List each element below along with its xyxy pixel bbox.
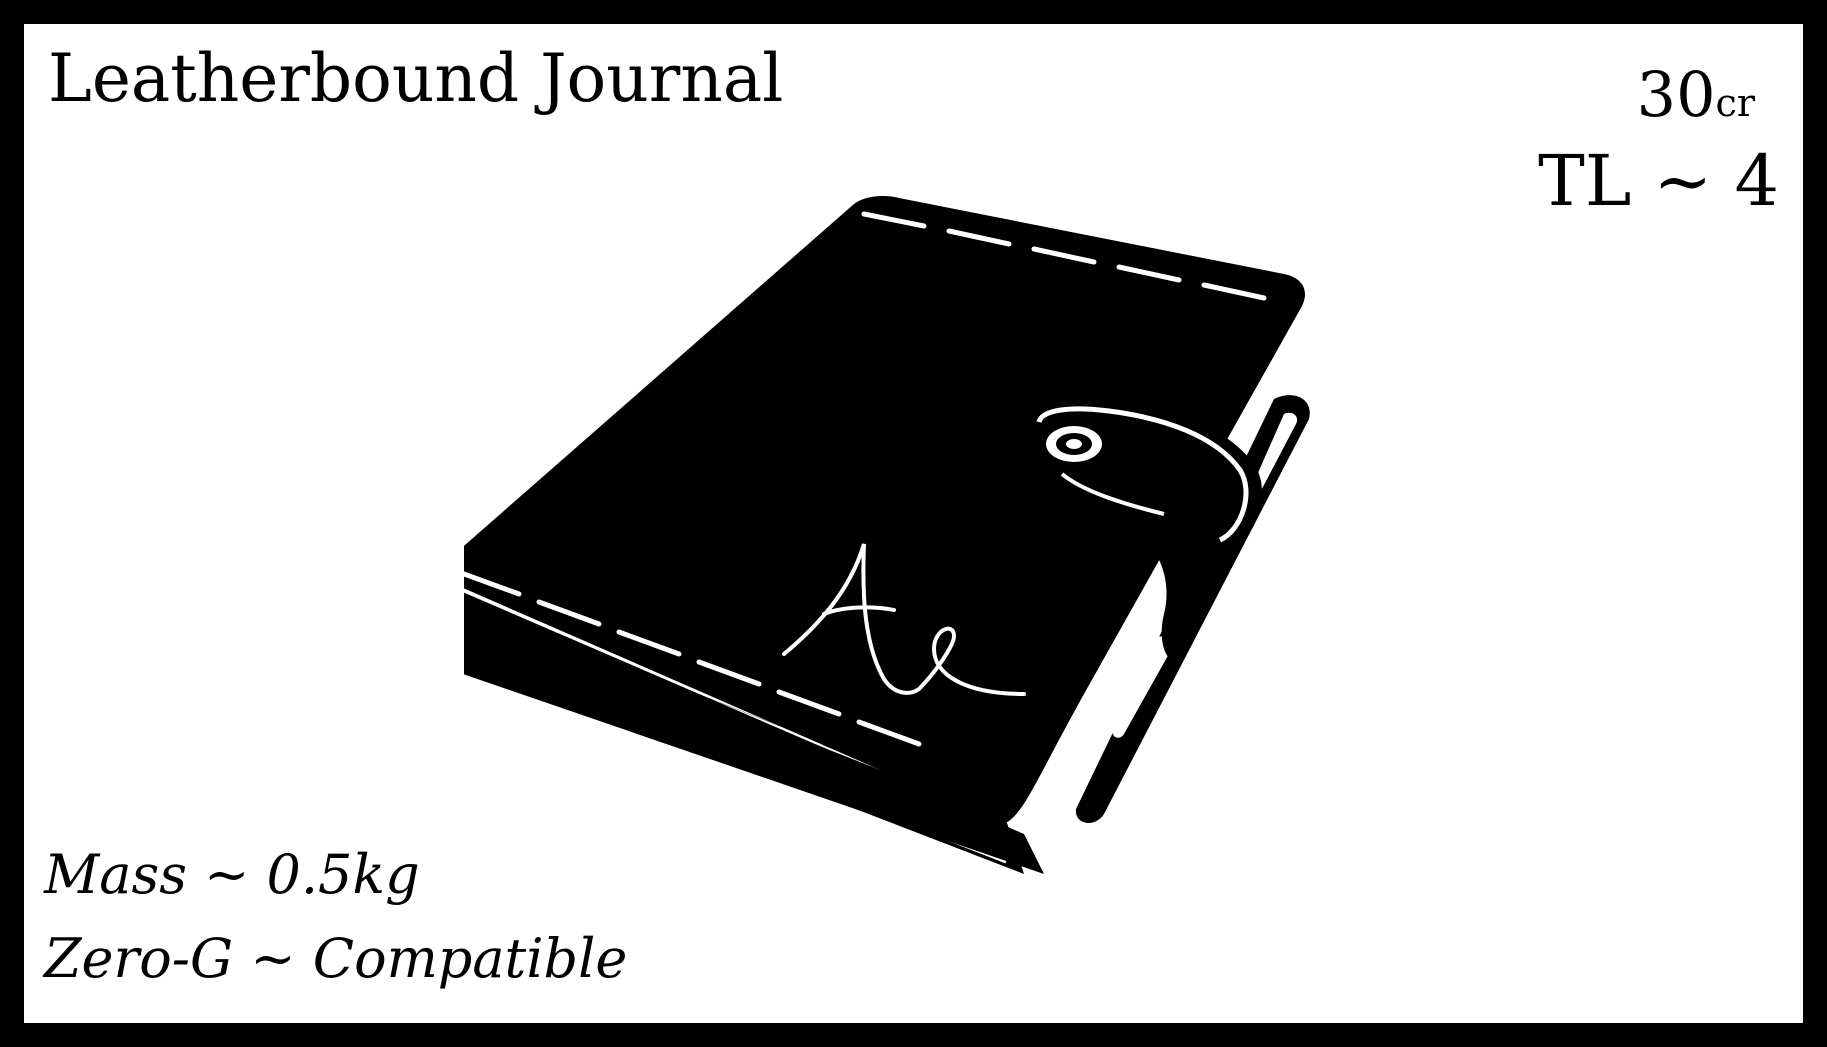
monogram-icon (782, 543, 1026, 696)
back-cover (464, 592, 1044, 874)
front-cover (464, 196, 1305, 824)
stitching-bottom (464, 571, 922, 747)
item-title: Leatherbound Journal (48, 40, 784, 117)
stat-mass: Mass ~ 0.5kg (44, 843, 420, 906)
stat-zero-g: Zero-G ~ Compatible (44, 927, 628, 990)
leatherbound-journal-icon (464, 196, 1310, 874)
price-amount: 30 (1636, 58, 1716, 131)
price-unit: cr (1715, 81, 1755, 125)
tech-level: TL ~ 4 (1538, 140, 1779, 222)
item-stats: Mass ~ 0.5kg Zero-G ~ Compatible (44, 833, 627, 1001)
strap-clasp (1024, 397, 1263, 661)
item-price: 30cr (1637, 64, 1755, 126)
stitching-top (861, 211, 1267, 301)
